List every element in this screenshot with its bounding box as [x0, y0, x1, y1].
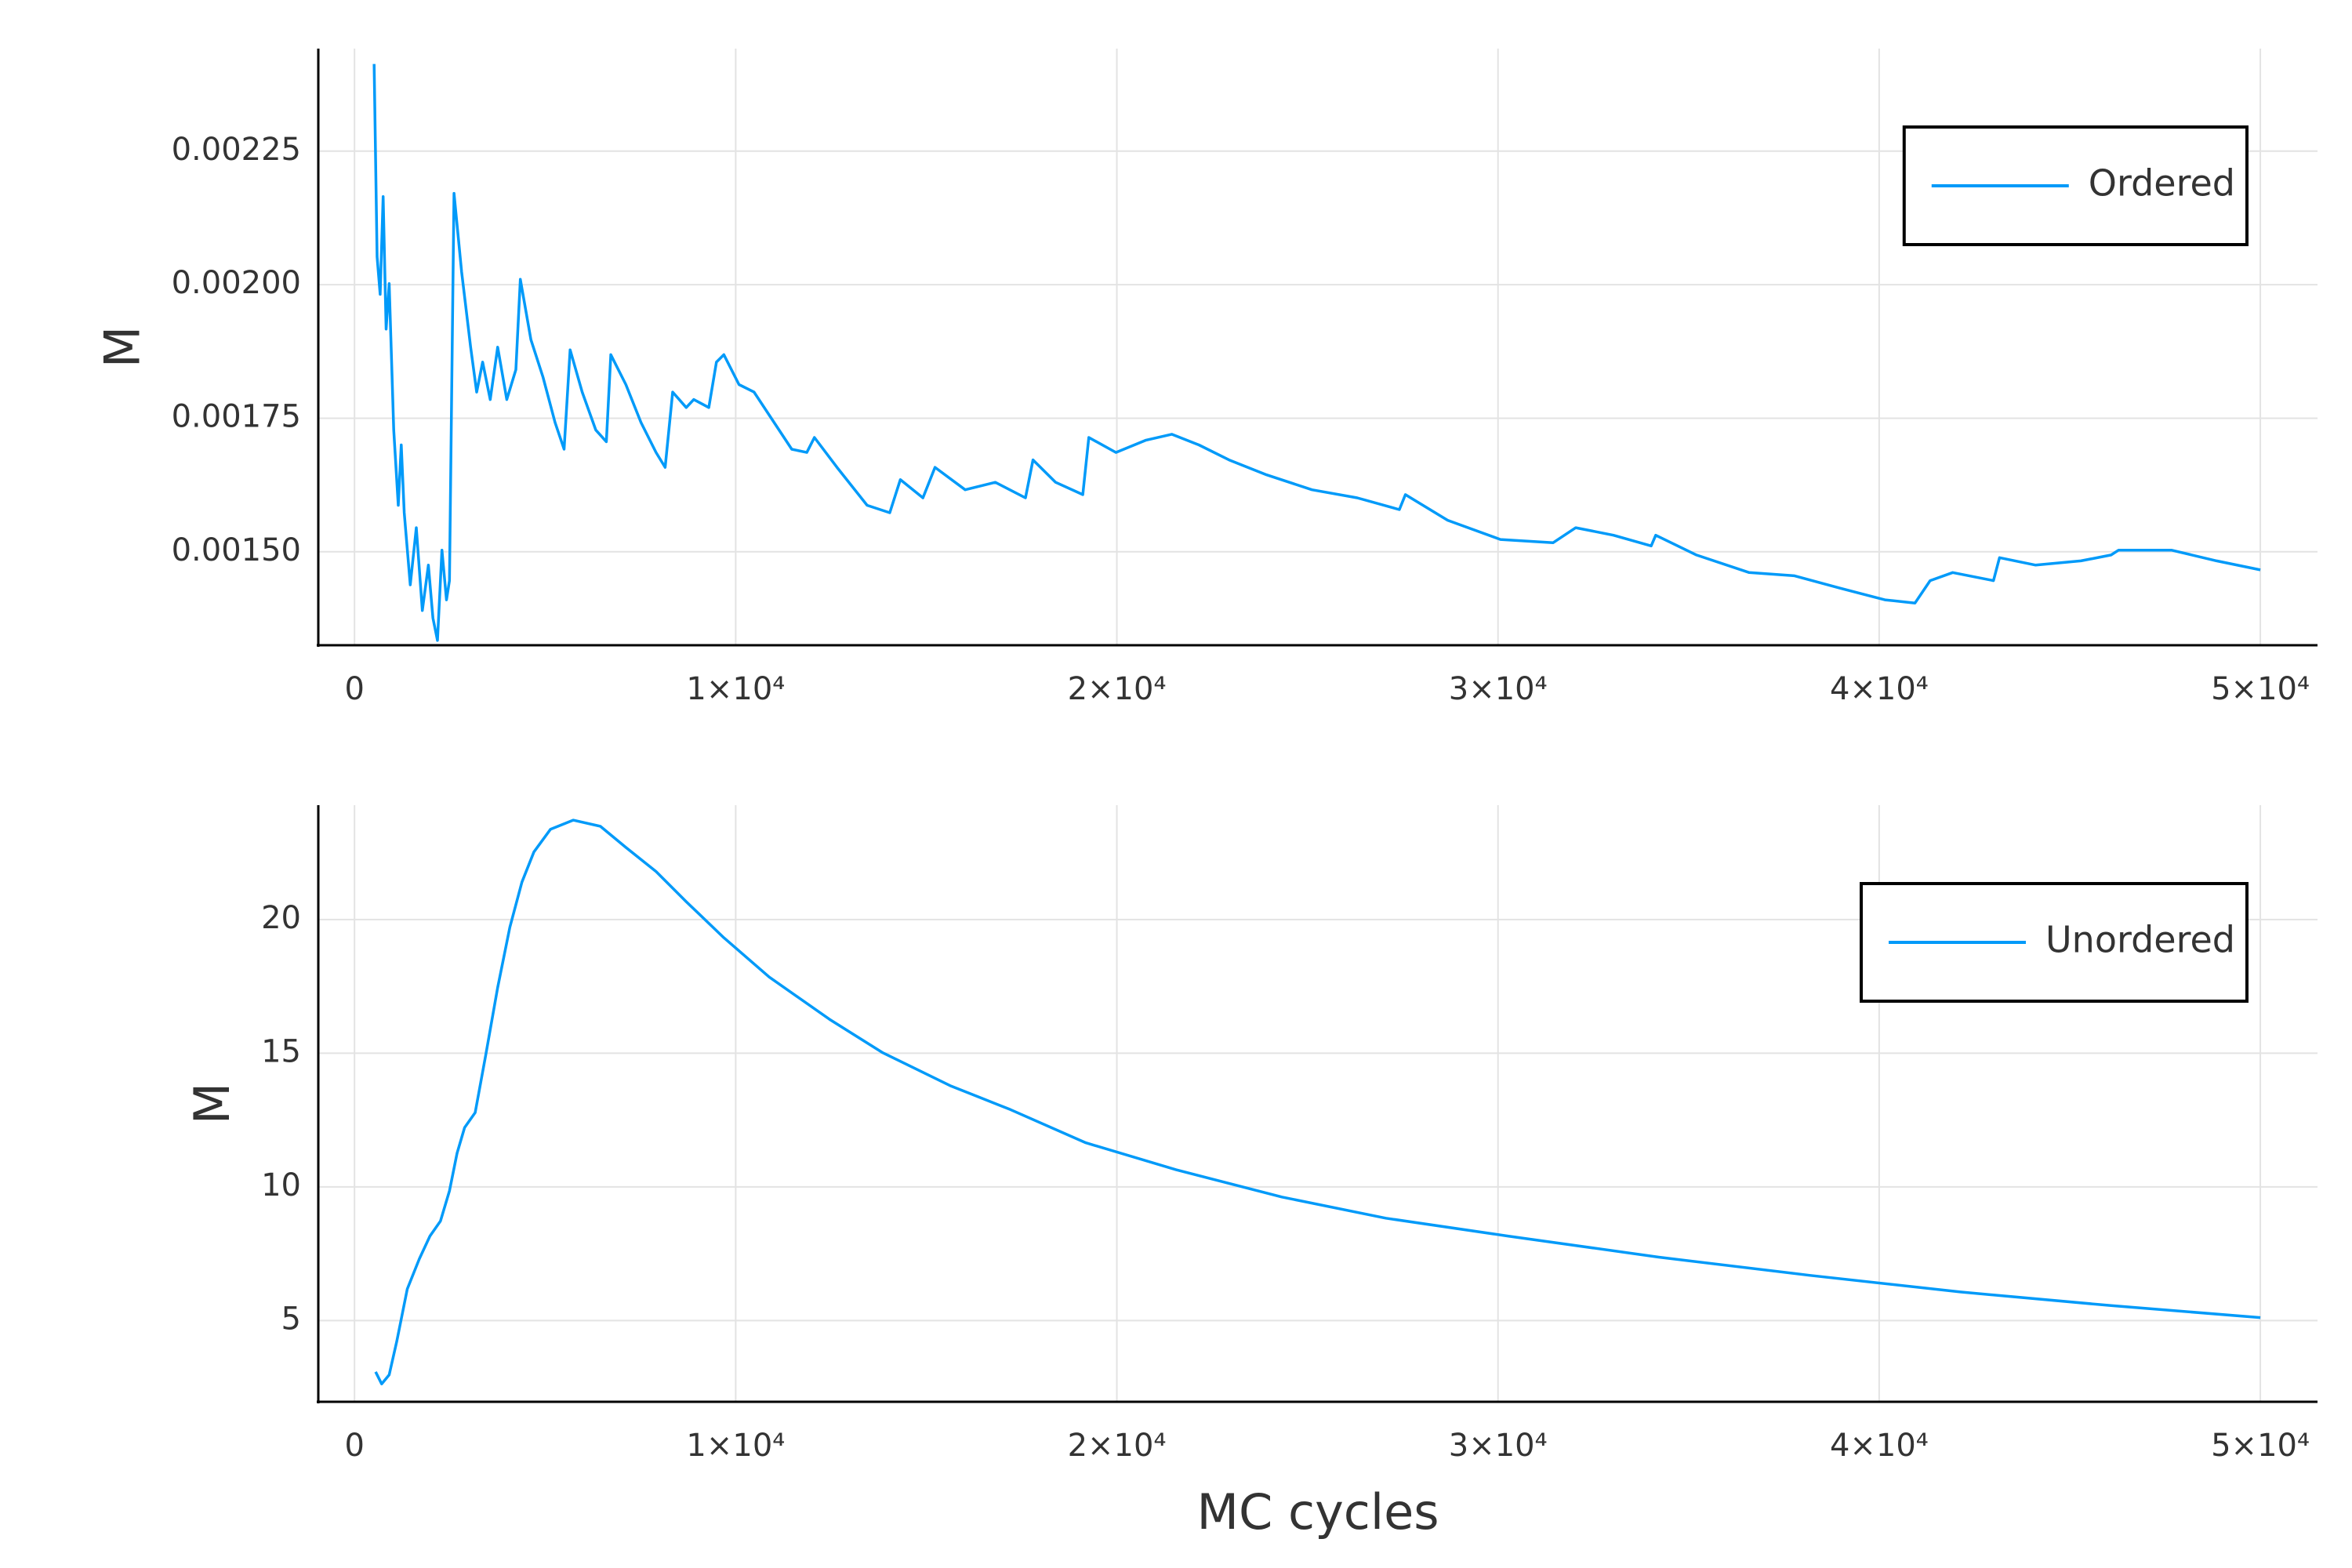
x-tick-label: 2×10⁴	[1068, 1428, 1167, 1464]
legend: Ordered	[1902, 125, 2249, 246]
x-tick-label: 5×10⁴	[2211, 671, 2310, 707]
y-tick-label: 0.00150	[172, 532, 301, 568]
x-tick-label: 4×10⁴	[1830, 671, 1929, 707]
x-tick-label: 4×10⁴	[1830, 1428, 1929, 1464]
x-tick-label: 0	[344, 671, 364, 707]
x-tick-label: 3×10⁴	[1449, 1428, 1548, 1464]
x-tick-label: 0	[344, 1428, 364, 1464]
y-tick-label: 20	[261, 900, 301, 936]
x-tick-label: 1×10⁴	[686, 671, 785, 707]
data-line	[374, 818, 2261, 1385]
y-tick-label: 10	[261, 1167, 301, 1203]
y-axis-label: M	[183, 1083, 241, 1125]
legend: Unordered	[1860, 882, 2249, 1003]
y-axis-label: M	[94, 326, 151, 368]
x-axis-label: MC cycles	[1196, 1483, 1439, 1541]
x-tick-label: 1×10⁴	[686, 1428, 785, 1464]
y-tick-label: 15	[261, 1033, 301, 1069]
x-tick-label: 3×10⁴	[1449, 671, 1548, 707]
y-tick-label: 0.00200	[172, 265, 301, 301]
y-tick-label: 5	[281, 1301, 301, 1337]
legend-label: Ordered	[2089, 162, 2235, 205]
y-tick-label: 0.00175	[172, 398, 301, 434]
x-tick-label: 2×10⁴	[1068, 671, 1167, 707]
data-line	[372, 64, 2261, 642]
x-tick-label: 5×10⁴	[2211, 1428, 2310, 1464]
y-tick-label: 0.00225	[172, 132, 301, 168]
legend-label: Unordered	[2045, 919, 2235, 961]
